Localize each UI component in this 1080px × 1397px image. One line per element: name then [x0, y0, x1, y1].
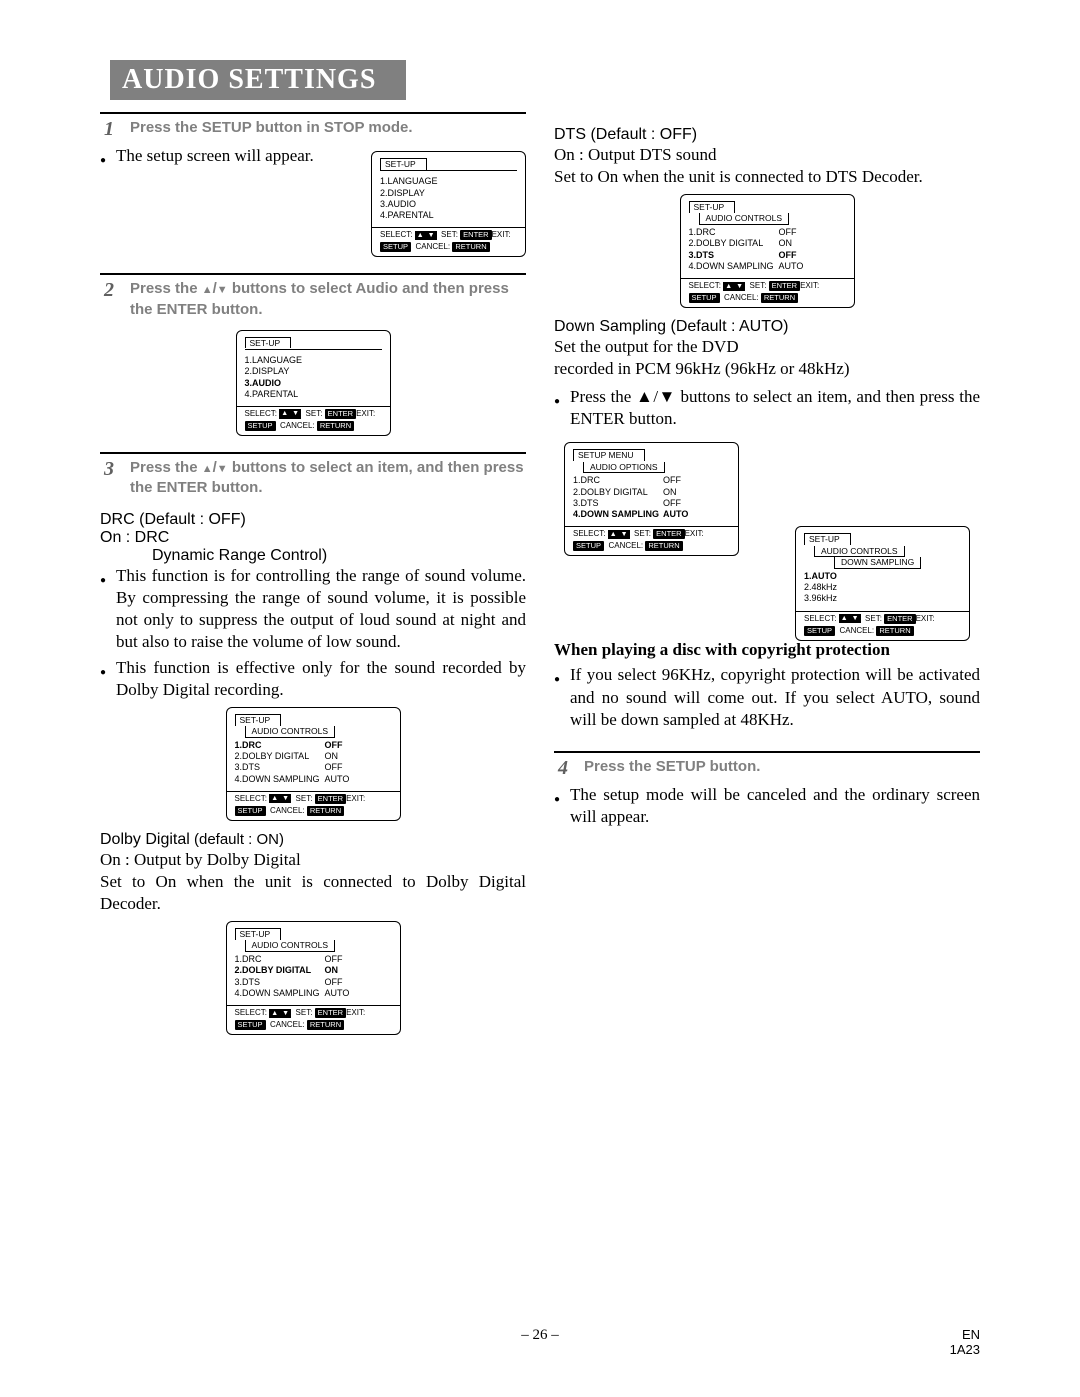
dolby-section: Dolby Digital (default : ON) On : Output…: [100, 831, 526, 915]
drc-default: (Default : OFF): [135, 511, 246, 528]
osd-item-selected: 1.AUTO: [804, 571, 961, 582]
osd-item: 1.LANGUAGE: [245, 355, 382, 366]
page-number: – 26 –: [100, 1327, 980, 1344]
step-3: 3 Press the / buttons to select an item,…: [100, 458, 526, 499]
osd-item: 2.48kHz: [804, 582, 961, 593]
osd-footer: SELECT: ▲▼ SET: ENTER EXIT: SETUP CANCEL…: [804, 614, 961, 636]
osd-subtab: AUDIO CONTROLS: [245, 726, 336, 738]
osd-audio-dolby: SET-UP AUDIO CONTROLS 1.DRCOFF 2.DOLBY D…: [226, 921, 401, 1035]
osd-item: 1.LANGUAGE: [380, 176, 517, 187]
dolby-title: Dolby Digital: [100, 831, 190, 848]
step-number: 4: [554, 757, 584, 780]
osd-item-selected: 3.AUDIO: [245, 378, 382, 389]
osd-tab: SET-UP: [689, 201, 736, 213]
osd-footer: SELECT: ▲▼ SET: ENTER EXIT: SETUP CANCEL…: [245, 409, 382, 431]
step-number: 1: [100, 118, 130, 141]
page-title: AUDIO SETTINGS: [110, 60, 406, 100]
step-4: 4 Press the SETUP button.: [554, 757, 980, 780]
osd-footer: SELECT: ▲▼ SET: ENTER EXIT: SETUP CANCEL…: [235, 794, 392, 816]
osd-tab: SET-UP: [380, 158, 427, 170]
osd-footer: SELECT: ▲▼ SET: ENTER EXIT: SETUP CANCEL…: [689, 281, 846, 303]
right-column: DTS (Default : OFF) On : Output DTS soun…: [554, 106, 980, 1045]
osd-audio-drc: SET-UP AUDIO CONTROLS 1.DRCOFF 2.DOLBY D…: [226, 707, 401, 821]
setup-appear-note: The setup screen will appear.: [100, 145, 361, 167]
osd-tab: SET-UP: [245, 337, 292, 349]
osd-footer: SELECT: ▲▼ SET: ENTER EXIT: SETUP CANCEL…: [573, 529, 730, 551]
osd-item: 2.DISPLAY: [245, 366, 382, 377]
dts-default: (Default : OFF): [586, 126, 697, 143]
osd-audio-options: SETUP MENU AUDIO OPTIONS 1.DRCOFF 2.DOLB…: [564, 442, 739, 556]
osd-audio-dts: SET-UP AUDIO CONTROLS 1.DRCOFF 2.DOLBY D…: [680, 194, 855, 308]
left-column: 1 Press the SETUP button in STOP mode. T…: [100, 106, 526, 1045]
osd-footer: SELECT: ▲▼ SET: ENTER EXIT: SETUP CANCEL…: [380, 230, 517, 252]
osd-down-sampling: SET-UP AUDIO CONTROLS DOWN SAMPLING 1.AU…: [795, 526, 970, 640]
step-2: 2 Press the / buttons to select Audio an…: [100, 279, 526, 320]
osd-footer: SELECT: ▲▼ SET: ENTER EXIT: SETUP CANCEL…: [235, 1008, 392, 1030]
drc-sub: Dynamic Range Control): [152, 547, 526, 565]
step-number: 3: [100, 458, 130, 481]
dts-desc: Set to On when the unit is connected to …: [554, 166, 980, 188]
ds-bullet: Press the ▲/▼ buttons to select an item,…: [554, 386, 980, 430]
osd-tab: SETUP MENU: [573, 449, 645, 461]
step-text: Press the / buttons to select an item, a…: [130, 458, 526, 499]
drc-desc-1: This function is for controlling the ran…: [100, 565, 526, 653]
step-text: Press the SETUP button.: [584, 757, 760, 777]
osd-tab: SET-UP: [235, 928, 282, 940]
dolby-default: (default : ON): [190, 831, 284, 848]
drc-on: On : DRC: [100, 529, 526, 547]
osd-item: 4.PARENTAL: [245, 389, 382, 400]
osd-subtab: AUDIO CONTROLS: [814, 546, 905, 558]
copyright-desc: If you select 96KHz, copyright protectio…: [554, 664, 980, 730]
osd-tab: SET-UP: [235, 714, 282, 726]
osd-item: 3.96kHz: [804, 593, 961, 604]
dts-title: DTS: [554, 126, 586, 143]
copyright-heading: When playing a disc with copyright prote…: [554, 640, 980, 660]
drc-title: DRC: [100, 511, 135, 528]
osd-main-menu-2: SET-UP 1.LANGUAGE 2.DISPLAY 3.AUDIO 4.PA…: [236, 330, 391, 436]
step-text: Press the SETUP button in STOP mode.: [130, 118, 413, 138]
ds-title: Down Sampling: [554, 318, 666, 335]
drc-desc-2: This function is effective only for the …: [100, 657, 526, 701]
drc-section: DRC (Default : OFF) On : DRC Dynamic Ran…: [100, 511, 526, 702]
osd-subtab: AUDIO CONTROLS: [699, 213, 790, 225]
osd-subtab: AUDIO CONTROLS: [245, 940, 336, 952]
step-1: 1 Press the SETUP button in STOP mode.: [100, 118, 526, 141]
ds-default: (Default : AUTO): [666, 318, 788, 335]
content-columns: 1 Press the SETUP button in STOP mode. T…: [100, 106, 980, 1045]
dts-section: DTS (Default : OFF) On : Output DTS soun…: [554, 126, 980, 188]
dolby-on: On : Output by Dolby Digital: [100, 849, 526, 871]
step-number: 2: [100, 279, 130, 302]
osd-item: 2.DISPLAY: [380, 188, 517, 199]
text: The setup screen will appear.: [116, 145, 314, 167]
osd-subtab: AUDIO OPTIONS: [583, 462, 665, 474]
osd-main-menu-1: SET-UP 1.LANGUAGE 2.DISPLAY 3.AUDIO 4.PA…: [371, 151, 526, 257]
osd-item: 4.PARENTAL: [380, 210, 517, 221]
dolby-desc: Set to On when the unit is connected to …: [100, 871, 526, 915]
osd-tab: SET-UP: [804, 533, 851, 545]
ds-line1: Set the output for the DVD: [554, 336, 980, 358]
osd-subtab2: DOWN SAMPLING: [834, 557, 921, 569]
ds-line2: recorded in PCM 96kHz (96kHz or 48kHz): [554, 358, 980, 380]
final-note: The setup mode will be canceled and the …: [554, 784, 980, 828]
page-footer: – 26 – EN 1A23: [100, 1327, 980, 1357]
step-text: Press the / buttons to select Audio and …: [130, 279, 526, 320]
downsampling-section: Down Sampling (Default : AUTO) Set the o…: [554, 318, 980, 430]
osd-item: 3.AUDIO: [380, 199, 517, 210]
dts-on: On : Output DTS sound: [554, 144, 980, 166]
footer-code: 1A23: [950, 1342, 980, 1357]
